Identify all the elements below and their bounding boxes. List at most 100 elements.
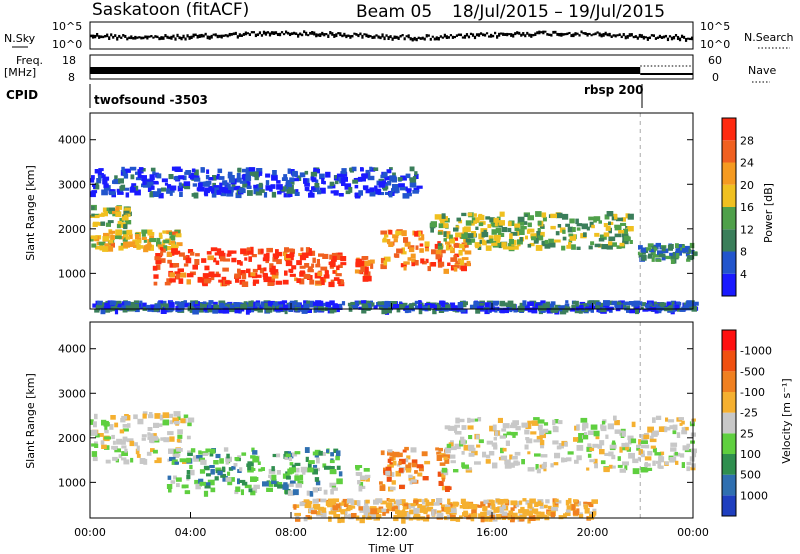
nsky-point — [184, 37, 187, 41]
heatmap-cell — [192, 183, 198, 187]
heatmap-cell — [459, 243, 465, 249]
heatmap-cell — [598, 220, 602, 224]
heatmap-cell — [169, 263, 176, 268]
heatmap-cell — [303, 303, 309, 309]
heatmap-cell — [121, 451, 128, 456]
heatmap-cell — [352, 179, 359, 184]
heatmap-cell — [384, 300, 389, 307]
heatmap-cell — [271, 191, 277, 198]
heatmap-cell — [530, 233, 537, 239]
heatmap-cell — [589, 447, 595, 452]
heatmap-cell — [183, 181, 191, 186]
heatmap-cell — [360, 300, 367, 304]
nsky-point — [612, 34, 615, 37]
heatmap-cell — [347, 302, 353, 307]
heatmap-cell — [653, 247, 658, 251]
heatmap-cell — [336, 465, 341, 470]
heatmap-cell — [122, 238, 128, 242]
nsky-point — [465, 33, 469, 37]
nsky-point — [323, 33, 326, 37]
nsky-point — [598, 32, 601, 37]
heatmap-cell — [260, 467, 265, 471]
heatmap-cell — [425, 500, 430, 507]
heatmap-cell — [550, 308, 556, 313]
nsky-point — [634, 35, 637, 38]
heatmap-cell — [502, 307, 509, 314]
heatmap-cell — [603, 466, 610, 473]
heatmap-cell — [361, 307, 367, 314]
heatmap-cell — [655, 242, 661, 247]
heatmap-cell — [623, 301, 631, 306]
heatmap-cell — [501, 511, 508, 516]
nsky-point — [114, 34, 117, 37]
nsky-point — [379, 36, 382, 40]
heatmap-cell — [392, 172, 396, 176]
heatmap-cell — [219, 302, 224, 308]
heatmap-cell — [228, 186, 234, 193]
heatmap-cell — [542, 514, 547, 519]
heatmap-cell — [547, 505, 552, 510]
heatmap-cell — [207, 255, 214, 261]
heatmap-cell — [365, 477, 370, 482]
heatmap-cell — [266, 247, 273, 253]
heatmap-cell — [415, 245, 419, 250]
heatmap-cell — [258, 182, 263, 188]
heatmap-cell — [147, 245, 154, 251]
heatmap-cell — [323, 274, 330, 279]
heatmap-cell — [382, 180, 387, 184]
heatmap-cell — [487, 224, 492, 229]
heatmap-cell — [217, 470, 223, 476]
colorbar-segment — [722, 474, 736, 496]
heatmap-cell — [104, 425, 108, 432]
heatmap-cell — [450, 238, 455, 244]
heatmap-cell — [180, 418, 186, 424]
nsky-point — [504, 33, 507, 36]
heatmap-cell — [153, 281, 158, 286]
heatmap-cell — [453, 254, 457, 261]
heatmap-cell — [282, 251, 288, 256]
heatmap-cell — [274, 254, 279, 260]
colorbar-tick-label: 16 — [740, 201, 754, 214]
nsky-point — [570, 34, 573, 38]
heatmap-cell — [440, 249, 446, 254]
nsky-point — [648, 36, 651, 40]
heatmap-cell — [163, 303, 170, 308]
heatmap-cell — [155, 260, 162, 265]
heatmap-cell — [186, 435, 191, 440]
heatmap-cell — [589, 221, 594, 228]
heatmap-cell — [194, 169, 199, 176]
heatmap-cell — [392, 234, 399, 239]
heatmap-cell — [383, 256, 391, 262]
heatmap-cell — [666, 301, 671, 306]
heatmap-cell — [121, 457, 127, 461]
heatmap-cell — [491, 442, 498, 447]
heatmap-cell — [122, 424, 129, 428]
heatmap-cell — [90, 237, 94, 242]
heatmap-cell — [315, 307, 320, 313]
heatmap-cell — [418, 237, 425, 241]
heatmap-cell — [641, 254, 647, 261]
heatmap-cell — [108, 210, 115, 215]
heatmap-cell — [198, 478, 204, 484]
heatmap-cell — [141, 232, 146, 237]
heatmap-cell — [115, 230, 122, 236]
nsky-point — [156, 35, 159, 39]
heatmap-cell — [150, 167, 156, 172]
heatmap-cell — [408, 474, 413, 478]
heatmap-cell — [417, 472, 423, 477]
heatmap-cell — [237, 167, 242, 173]
x-tick-label: 20:00 — [577, 526, 609, 539]
heatmap-cell — [172, 417, 179, 423]
heatmap-cell — [443, 268, 449, 274]
heatmap-cell — [477, 245, 482, 250]
heatmap-cell — [120, 440, 126, 445]
nsky-point — [331, 32, 334, 36]
heatmap-cell — [408, 247, 415, 253]
heatmap-cell — [649, 249, 655, 253]
heatmap-cell — [374, 188, 382, 195]
heatmap-cell — [101, 444, 107, 449]
heatmap-cell — [679, 422, 683, 426]
heatmap-cell — [465, 238, 471, 243]
heatmap-cell — [534, 303, 541, 310]
heatmap-cell — [590, 241, 595, 246]
